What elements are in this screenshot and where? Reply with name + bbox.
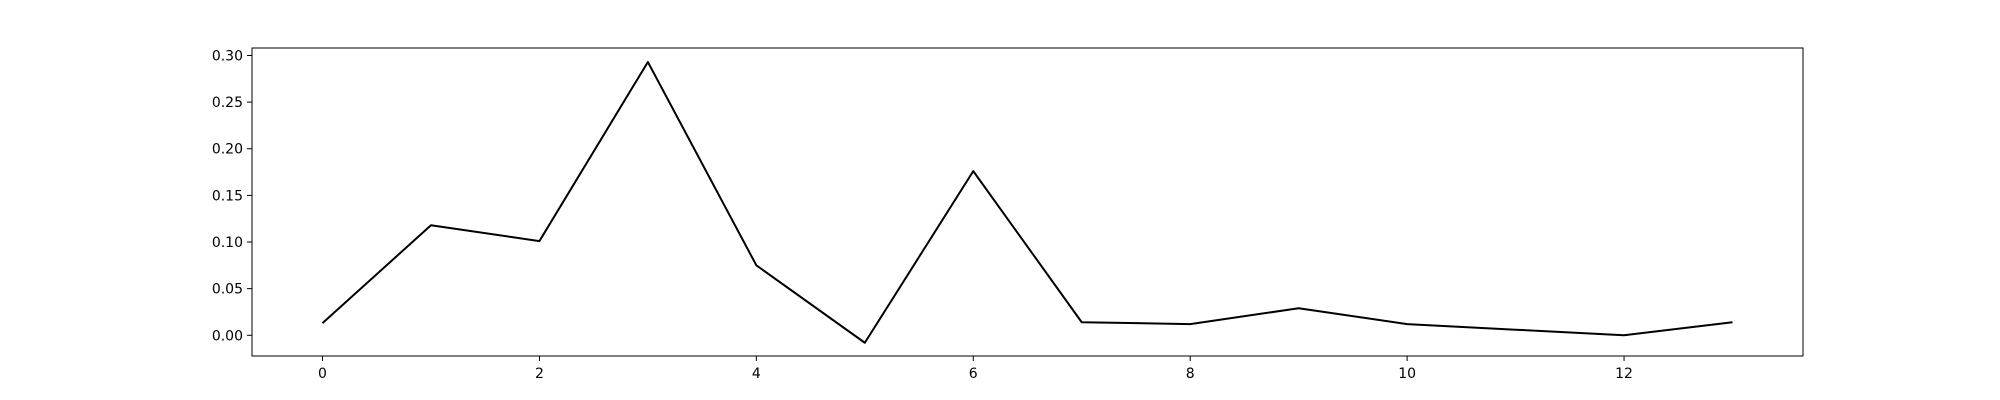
x-tick-label: 8 (1186, 366, 1195, 382)
x-axis-ticks: 0 2 4 6 8 10 12 (318, 356, 1633, 382)
y-tick-label: 0.30 (212, 48, 243, 64)
series-line (321, 60, 1733, 344)
y-tick-label: 0.10 (212, 235, 243, 251)
y-tick-label: 0.05 (212, 282, 243, 298)
x-tick-label: 10 (1398, 366, 1416, 382)
x-tick-label: 4 (752, 366, 761, 382)
x-tick-label: 0 (318, 366, 327, 382)
x-tick-label: 12 (1615, 366, 1633, 382)
series-layer (321, 60, 1733, 344)
y-axis-ticks: 0.00 0.05 0.10 0.15 0.20 0.25 0.30 (212, 48, 252, 344)
x-tick-label: 2 (535, 366, 544, 382)
x-tick-label: 6 (969, 366, 978, 382)
y-tick-label: 0.20 (212, 142, 243, 158)
y-tick-label: 0.15 (212, 188, 243, 204)
plot-frame (251, 47, 1804, 357)
plot-background (252, 48, 1803, 356)
y-tick-label: 0.00 (212, 328, 243, 344)
y-tick-label: 0.25 (212, 95, 243, 111)
